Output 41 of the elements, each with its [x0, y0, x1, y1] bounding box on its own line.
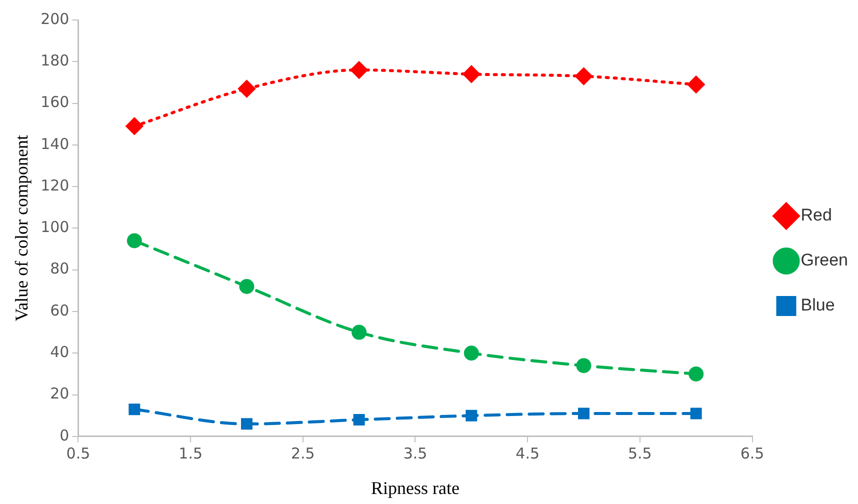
y-tick-label: 140	[40, 134, 70, 153]
x-tick-label: 5.5	[628, 444, 652, 462]
y-tick-label: 40	[50, 343, 70, 362]
x-tick-label: 2.5	[290, 444, 315, 462]
point	[350, 61, 368, 78]
point	[688, 76, 705, 94]
y-tick-label: 100	[40, 218, 70, 236]
point	[128, 404, 140, 416]
point	[126, 118, 143, 135]
point	[576, 358, 592, 374]
point	[238, 80, 256, 98]
y-axis-title: Value of color component	[12, 134, 32, 322]
point	[126, 233, 142, 248]
point	[352, 324, 367, 340]
point	[690, 408, 702, 420]
y-tick-label: 180	[40, 52, 70, 70]
y-tick-label: 120	[40, 176, 70, 194]
x-tick-label: 4.5	[516, 444, 540, 462]
y-tick-label: 200	[40, 10, 70, 28]
y-tick-label: 20	[50, 384, 70, 403]
y-tick-label: 0	[60, 426, 70, 444]
point	[466, 410, 478, 422]
point	[575, 68, 592, 85]
x-tick-label: 0.5	[66, 444, 90, 462]
point	[462, 66, 480, 83]
x-tick-label: 3.5	[403, 444, 428, 462]
legend-label: Red	[800, 206, 832, 225]
point	[240, 418, 252, 430]
x-axis-title: Ripness rate	[371, 478, 460, 498]
y-tick-label: 160	[40, 93, 70, 112]
point	[578, 408, 590, 420]
point	[688, 366, 704, 382]
point	[353, 414, 365, 426]
point	[239, 278, 254, 294]
y-tick-label: 60	[50, 301, 70, 320]
y-tick-label: 80	[50, 260, 70, 278]
point	[464, 346, 479, 361]
x-tick-label: 1.5	[178, 444, 202, 462]
legend-label: Green	[800, 250, 848, 270]
legend-label: Blue	[800, 296, 835, 315]
x-tick-label: 6.5	[740, 444, 764, 462]
